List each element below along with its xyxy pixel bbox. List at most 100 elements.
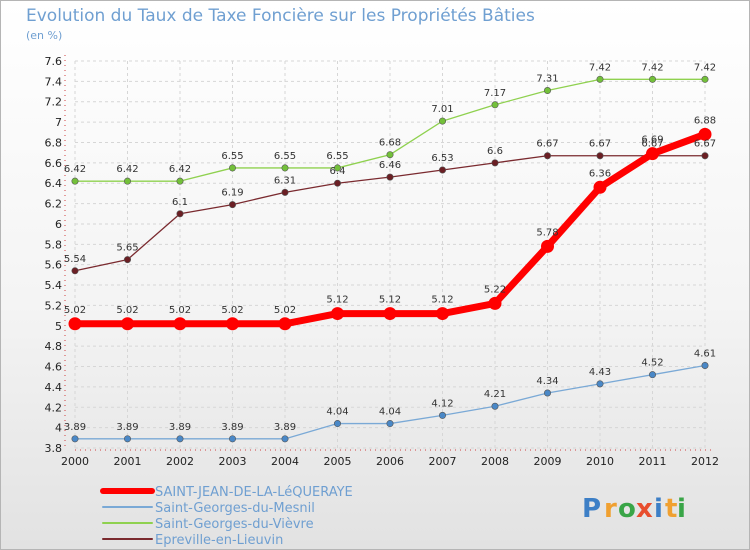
y-tick-label: 6: [55, 218, 62, 231]
data-point: [71, 267, 79, 275]
data-point: [281, 435, 289, 443]
series-group: [68, 75, 712, 443]
data-label: 6.19: [221, 188, 243, 199]
data-label: 5.12: [326, 295, 348, 306]
data-label: 6.6: [487, 146, 503, 157]
logo-letter: t: [665, 494, 677, 524]
data-point: [596, 152, 604, 160]
data-label: 4.12: [431, 398, 453, 409]
x-tick-label: 2011: [639, 455, 667, 468]
data-point: [226, 317, 239, 331]
data-label: 6.36: [589, 168, 611, 179]
data-label: 7.17: [484, 88, 506, 99]
legend: SAINT-JEAN-DE-LA-LéQUERAYESaint-Georges-…: [100, 485, 353, 548]
legend-label: SAINT-JEAN-DE-LA-LéQUERAYE: [155, 485, 353, 500]
data-label: 7.42: [641, 62, 663, 73]
data-label: 5.02: [64, 305, 86, 316]
data-point: [491, 402, 499, 410]
data-point: [543, 152, 551, 160]
y-tick-label: 4.6: [45, 361, 63, 374]
data-point: [596, 380, 604, 388]
data-label: 5.22: [484, 284, 506, 295]
data-point: [229, 435, 237, 443]
data-label: 4.52: [641, 358, 663, 369]
logo-letter: i: [654, 494, 663, 524]
data-point: [438, 411, 446, 419]
data-label: 7.01: [431, 104, 453, 115]
x-tick-label: 2006: [376, 455, 404, 468]
data-label: 6.55: [274, 151, 296, 162]
data-label: 6.4: [330, 166, 346, 177]
data-point: [121, 317, 134, 331]
data-point: [386, 420, 394, 428]
data-point: [333, 420, 341, 428]
x-tick-label: 2009: [534, 455, 562, 468]
data-label: 3.89: [169, 422, 191, 433]
data-point: [173, 317, 187, 331]
y-tick-label: 5.2: [45, 299, 63, 312]
y-tick-label: 3.8: [45, 442, 63, 455]
logo-letter: r: [604, 494, 617, 524]
data-point: [124, 435, 132, 443]
data-point: [646, 147, 659, 161]
data-point: [438, 117, 446, 125]
data-point: [281, 188, 289, 196]
data-point: [176, 210, 184, 218]
legend-label: Saint-Georges-du-Mesnil: [155, 501, 315, 516]
data-label: 5.02: [221, 305, 243, 316]
data-label: 4.04: [379, 407, 401, 418]
data-point: [491, 159, 499, 167]
x-tick-label: 2010: [586, 455, 614, 468]
data-label: 5.65: [116, 243, 138, 254]
data-point: [543, 87, 551, 95]
data-label: 6.46: [379, 160, 401, 171]
y-tick-label: 4.4: [45, 381, 63, 394]
y-tick-label: 7.6: [45, 55, 63, 68]
x-tick-label: 2002: [166, 455, 194, 468]
data-label: 5.02: [116, 305, 138, 316]
x-tick-label: 2012: [691, 455, 719, 468]
data-label: 3.89: [116, 422, 138, 433]
data-point: [593, 180, 607, 194]
data-point: [386, 173, 394, 181]
data-label: 4.43: [589, 367, 611, 378]
data-point: [383, 307, 397, 321]
data-point: [438, 166, 446, 174]
x-tick-label: 2004: [271, 455, 299, 468]
data-point: [701, 75, 709, 83]
logo-letter: x: [636, 494, 653, 524]
y-tick-label: 4.2: [45, 401, 63, 414]
y-tick-label: 5.6: [45, 259, 63, 272]
data-label: 7.42: [589, 62, 611, 73]
x-tick-label: 2000: [61, 455, 89, 468]
data-label: 6.69: [641, 135, 663, 146]
y-tick-label: 4.8: [45, 340, 63, 353]
axes: 3.844.24.44.64.855.25.45.65.866.26.46.66…: [45, 55, 719, 468]
data-label: 5.78: [536, 227, 558, 238]
data-point: [124, 256, 132, 264]
y-tick-label: 5.8: [45, 238, 63, 251]
data-point: [68, 317, 82, 331]
data-labels: 6.42 6.42 6.42 6.55 6.55 6.55 6.68 7.01 7.17 7.31…: [64, 62, 716, 433]
logo-letter: i: [677, 494, 686, 524]
y-tick-label: 6.8: [45, 136, 63, 149]
data-point: [71, 435, 79, 443]
y-tick-label: 4: [55, 422, 62, 435]
x-tick-label: 2005: [324, 455, 352, 468]
data-label: 5.12: [379, 295, 401, 306]
data-point: [278, 317, 292, 331]
data-label: 6.88: [694, 115, 716, 126]
grid: [74, 60, 706, 449]
data-point: [386, 151, 394, 159]
y-tick-label: 6.4: [45, 177, 63, 190]
data-label: 6.67: [536, 139, 558, 150]
data-point: [543, 389, 551, 397]
data-label: 4.61: [694, 349, 716, 360]
data-label: 6.67: [589, 139, 611, 150]
data-point: [541, 239, 554, 253]
y-tick-label: 5: [55, 320, 62, 333]
data-point: [333, 179, 341, 187]
data-label: 6.31: [274, 175, 296, 186]
data-label: 7.31: [536, 74, 558, 85]
x-tick-label: 2001: [114, 455, 142, 468]
